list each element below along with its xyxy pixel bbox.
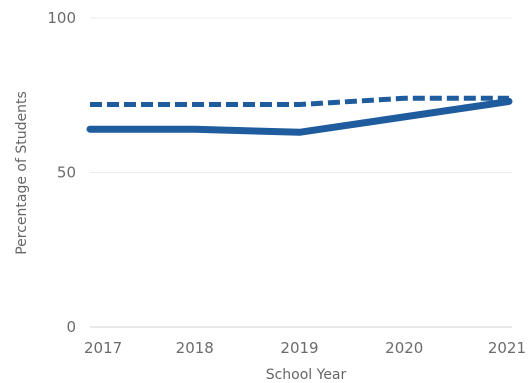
x-tick-label: 2020 [385,339,423,357]
series-line-solid [86,97,513,136]
data-point-solid [402,115,406,119]
y-axis-ticks: 0 50 100 [47,9,76,336]
x-tick-label: 2019 [280,339,318,357]
y-tick-label: 50 [57,164,76,182]
data-point-dashed [193,103,197,107]
data-point-solid [298,130,302,134]
data-point-solid [88,127,92,131]
x-axis-ticks: 2017 2018 2019 2020 2021 [84,339,526,357]
data-point-dashed [88,103,92,107]
x-axis-title: School Year [266,367,347,383]
y-tick-label: 100 [47,9,76,27]
x-tick-label: 2018 [176,339,214,357]
data-point-dashed [402,96,406,100]
data-point-solid [193,127,197,131]
x-tick-label: 2021 [488,339,526,357]
series-line-dashed [90,95,509,107]
data-point-dashed [507,96,511,100]
data-point-dashed [298,103,302,107]
x-tick-label: 2017 [84,339,122,357]
y-tick-label: 0 [66,318,76,336]
series-lines [86,95,513,136]
y-axis-title: Percentage of Students [14,91,30,255]
gridlines [90,17,512,328]
